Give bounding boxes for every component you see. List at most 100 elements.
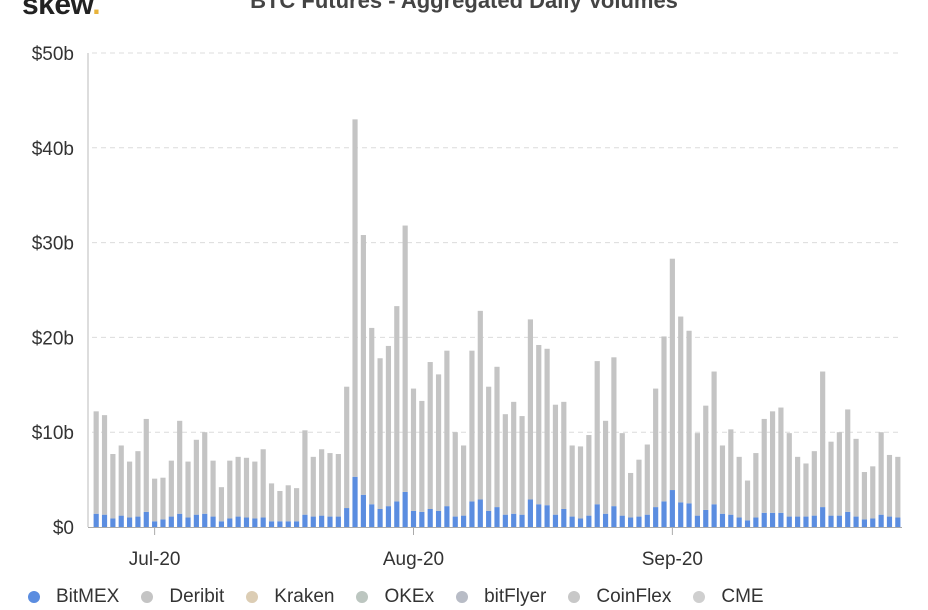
- bar-deribit: [285, 485, 291, 522]
- bar-deribit: [753, 453, 759, 518]
- legend-dot-icon: [568, 591, 581, 603]
- legend-item-kraken[interactable]: Kraken: [246, 586, 334, 608]
- bar-bitmex: [319, 515, 325, 527]
- bar-bitmex: [135, 516, 141, 527]
- bar-bitmex: [711, 504, 717, 527]
- bar-deribit: [853, 438, 859, 517]
- legend-label: bitFlyer: [484, 586, 547, 607]
- bar-deribit: [410, 388, 417, 511]
- bar-bitmex: [602, 513, 609, 527]
- bar-deribit: [669, 258, 675, 491]
- legend-label: CME: [721, 586, 764, 607]
- legend-item-bitmex[interactable]: BitMEX: [28, 586, 119, 608]
- bar-bitmex: [444, 506, 450, 527]
- x-tick-label: Jul-20: [129, 549, 181, 570]
- bar-bitmex: [686, 503, 692, 527]
- bar-deribit: [861, 472, 868, 520]
- bar-deribit: [243, 457, 250, 518]
- legend-label: Kraken: [274, 586, 335, 607]
- bar-bitmex: [419, 511, 425, 527]
- bar-bitmex: [586, 515, 592, 527]
- bar-bitmex: [511, 513, 517, 527]
- bar-deribit: [427, 362, 433, 509]
- bar-bitmex: [769, 512, 776, 527]
- bar-deribit: [619, 433, 625, 516]
- bar-bitmex: [644, 514, 650, 527]
- bar-bitmex: [110, 518, 116, 527]
- bar-deribit: [394, 306, 400, 502]
- bar-deribit: [486, 386, 492, 511]
- bar-bitmex: [427, 508, 433, 527]
- bar-bitmex: [527, 499, 533, 527]
- bar-bitmex: [628, 517, 634, 527]
- bar-bitmex: [193, 514, 199, 527]
- bar-deribit: [143, 418, 149, 512]
- bar-deribit: [895, 456, 901, 518]
- legend-item-okex[interactable]: OKEx: [356, 586, 434, 608]
- bar-bitmex: [561, 508, 567, 527]
- chart-title: BTC Futures - Aggregated Daily Volumes: [250, 0, 678, 13]
- bar-deribit: [252, 461, 258, 519]
- bar-bitmex: [753, 517, 759, 527]
- bar-bitmex: [143, 511, 149, 527]
- bar-deribit: [360, 235, 366, 495]
- bar-deribit: [527, 319, 533, 500]
- bar-bitmex: [469, 501, 475, 527]
- bar-deribit: [820, 371, 826, 508]
- bar-bitmex: [494, 507, 500, 527]
- y-tick-label: $50b: [32, 44, 74, 65]
- bar-bitmex: [285, 521, 291, 527]
- bar-bitmex: [736, 517, 742, 527]
- bar-deribit: [703, 405, 709, 510]
- y-tick-label: $30b: [32, 234, 74, 255]
- bar-deribit: [435, 374, 442, 511]
- bar-bitmex: [218, 521, 225, 527]
- bar-bitmex: [93, 513, 99, 527]
- bar-bitmex: [811, 515, 817, 527]
- bar-bitmex: [360, 494, 366, 527]
- bar-bitmex: [202, 513, 208, 527]
- bar-bitmex: [661, 501, 667, 527]
- bar-bitmex: [845, 511, 851, 527]
- bar-bitmex: [152, 521, 158, 527]
- bar-deribit: [886, 454, 893, 517]
- bar-bitmex: [277, 521, 283, 527]
- bar-bitmex: [477, 499, 483, 527]
- bar-bitmex: [310, 516, 316, 527]
- bar-bitmex: [118, 515, 124, 527]
- bar-deribit: [511, 401, 517, 514]
- bar-deribit: [101, 415, 108, 515]
- legend-item-deribit[interactable]: Deribit: [141, 586, 224, 608]
- bar-bitmex: [594, 504, 600, 527]
- legend-item-bitflyer[interactable]: bitFlyer: [456, 586, 546, 608]
- legend-item-cme[interactable]: CME: [693, 586, 764, 608]
- bar-bitmex: [653, 507, 659, 527]
- bar-deribit: [302, 430, 308, 515]
- bar-deribit: [536, 344, 542, 505]
- bar-bitmex: [268, 521, 275, 527]
- bar-bitmex: [803, 516, 809, 527]
- bar-deribit: [694, 433, 700, 516]
- bar-bitmex: [402, 491, 408, 527]
- bar-deribit: [260, 449, 266, 518]
- bar-bitmex: [252, 518, 258, 527]
- bar-deribit: [494, 366, 500, 508]
- bar-deribit: [602, 420, 609, 514]
- logo-text: skew: [22, 0, 93, 21]
- bar-deribit: [870, 466, 876, 519]
- bar-deribit: [769, 411, 776, 513]
- legend-label: CoinFlex: [596, 586, 672, 607]
- legend-label: OKEx: [384, 586, 435, 607]
- bar-bitmex: [410, 510, 417, 527]
- bar-bitmex: [744, 520, 751, 527]
- bar-bitmex: [461, 515, 467, 527]
- bar-bitmex: [369, 504, 375, 527]
- bar-bitmex: [126, 517, 133, 527]
- legend-item-coinflex[interactable]: CoinFlex: [568, 586, 671, 608]
- bar-deribit: [728, 429, 734, 515]
- x-tick-label: Sep-20: [642, 549, 703, 570]
- bar-bitmex: [352, 476, 358, 527]
- bar-deribit: [177, 420, 183, 514]
- y-tick-label: $40b: [32, 139, 74, 160]
- bar-bitmex: [703, 509, 709, 527]
